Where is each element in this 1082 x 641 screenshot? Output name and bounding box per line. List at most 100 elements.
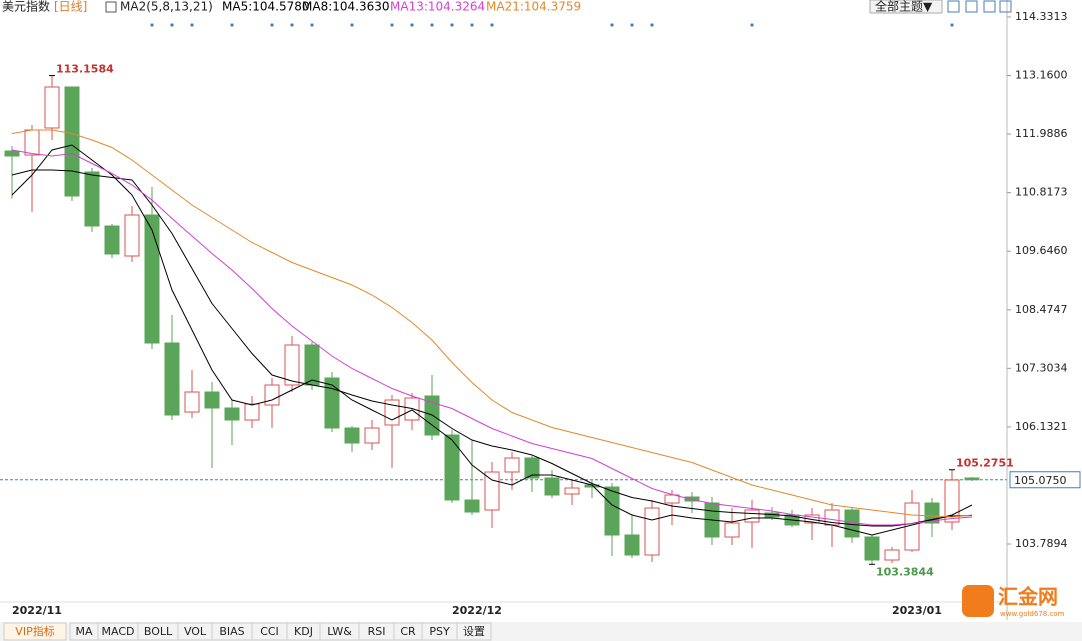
ma-line: [11, 129, 973, 518]
candle-body: [744, 509, 760, 523]
event-dot: [270, 23, 274, 27]
event-dot: [150, 23, 154, 27]
candle-body: [524, 457, 540, 479]
tab-label[interactable]: VOL: [184, 625, 207, 638]
candle-body: [724, 522, 740, 538]
tab[interactable]: [456, 622, 492, 641]
candle-body: [464, 499, 480, 513]
event-dot: [170, 23, 174, 27]
tab-label[interactable]: BOLL: [144, 625, 173, 638]
candle-body: [544, 477, 560, 496]
event-dot: [230, 23, 234, 27]
event-dot: [650, 23, 654, 27]
candle-body: [44, 86, 60, 129]
y-tick-label: 108.4747: [1015, 303, 1068, 316]
event-dot: [290, 23, 294, 27]
ma-line: [11, 144, 973, 536]
y-tick-label: 106.1321: [1015, 420, 1068, 433]
x-tick-label: 2023/01: [892, 604, 942, 617]
theme-button-label[interactable]: 全部主题▼: [875, 0, 933, 14]
candle-body: [484, 471, 500, 511]
x-tick-label: 2022/12: [452, 604, 502, 617]
event-dot: [750, 23, 754, 27]
zoom-out[interactable]: [965, 0, 978, 13]
x-tick-label: 2022/11: [12, 604, 62, 617]
ma-line: [11, 149, 973, 526]
candle-body: [944, 479, 960, 523]
candle-body: [504, 457, 520, 473]
candle-body: [104, 225, 120, 255]
y-tick-label: 103.7894: [1015, 537, 1068, 550]
y-tick-label: 114.3313: [1015, 10, 1068, 23]
event-dot: [490, 23, 494, 27]
event-dot: [390, 23, 394, 27]
candle-body: [624, 534, 640, 556]
candle-body: [364, 427, 380, 444]
candle-body: [924, 502, 940, 524]
candle-body: [864, 536, 880, 561]
legend-entry: MA8:104.3630: [302, 0, 390, 14]
event-dot: [410, 23, 414, 27]
candle-body: [244, 403, 260, 421]
event-dot: [470, 23, 474, 27]
logo-icon: [962, 585, 994, 617]
theme-button[interactable]: [869, 0, 943, 14]
indicator: MA2(5,8,13,21): [120, 0, 213, 14]
legend-entry: MA13:104.3264: [390, 0, 485, 14]
candle-body: [144, 214, 160, 344]
candle-body: [644, 507, 660, 556]
low-label: 103.3844: [876, 565, 934, 578]
tab-label[interactable]: 设置: [463, 625, 485, 638]
watermark: 汇金网: [998, 585, 1058, 609]
period: [日线]: [54, 0, 87, 14]
event-dot: [950, 23, 954, 27]
last-price-box: [1009, 471, 1081, 489]
tab-label[interactable]: LW&: [327, 625, 352, 638]
toolbar-icons[interactable]: [947, 0, 1012, 13]
reset[interactable]: [983, 0, 996, 13]
candle-body: [184, 391, 200, 413]
event-dot: [190, 23, 194, 27]
candle-body: [564, 487, 580, 495]
candle-body: [444, 434, 460, 501]
tab-label[interactable]: VIP指标: [15, 624, 54, 638]
legend-entry: MA5:104.5780: [222, 0, 310, 14]
watermark-site: www.gold678.com: [1000, 610, 1065, 618]
tab-label[interactable]: MA: [75, 625, 92, 638]
candle-body: [224, 407, 240, 421]
candle-body: [84, 171, 100, 227]
checkbox[interactable]: [105, 1, 117, 13]
event-dot: [310, 23, 314, 27]
tab-label[interactable]: CR: [400, 625, 416, 638]
high-label: 105.2751: [956, 457, 1014, 470]
candle-body: [884, 549, 900, 561]
y-tick-label: 111.9886: [1015, 127, 1068, 140]
ma-line: [11, 169, 973, 527]
tab-label[interactable]: CCI: [260, 625, 279, 638]
tab-label[interactable]: BIAS: [219, 625, 244, 638]
tab-label[interactable]: KDJ: [294, 625, 313, 638]
candle-body: [204, 391, 220, 409]
settings[interactable]: [999, 0, 1012, 13]
candle-body: [4, 150, 20, 157]
candle-body: [64, 86, 80, 197]
candle-body: [164, 342, 180, 416]
candle-body: [344, 427, 360, 444]
candle-body: [24, 129, 40, 156]
zoom-in[interactable]: [947, 0, 960, 13]
tab[interactable]: [3, 622, 67, 641]
event-dot: [430, 23, 434, 27]
y-tick-label: 109.6460: [1015, 244, 1068, 257]
y-tick-label: 107.3034: [1015, 361, 1068, 374]
tab-label[interactable]: PSY: [429, 625, 450, 638]
event-dot: [630, 23, 634, 27]
tab-label[interactable]: MACD: [102, 625, 135, 638]
last-price-label: 105.0750: [1014, 474, 1067, 487]
high-label: 113.1584: [56, 63, 114, 76]
y-tick-label: 113.1600: [1015, 69, 1068, 82]
event-dot: [610, 23, 614, 27]
candle-body: [964, 477, 980, 481]
tab-label[interactable]: RSI: [368, 625, 386, 638]
